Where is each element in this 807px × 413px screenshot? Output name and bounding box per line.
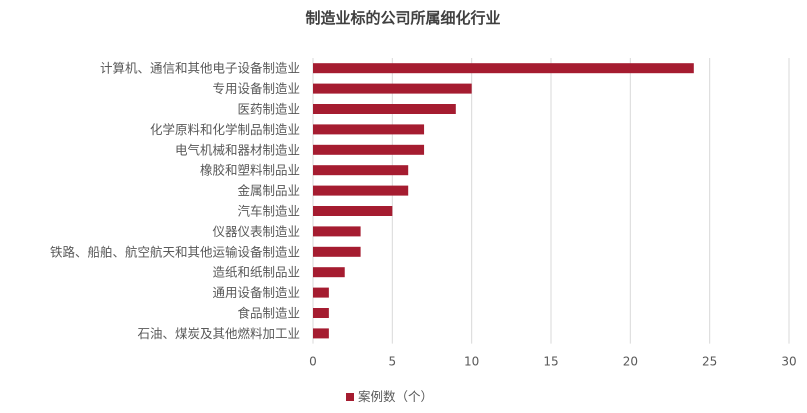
category-label: 化学原料和化学制品制造业 bbox=[150, 122, 300, 137]
category-label: 石油、煤炭及其他燃料加工业 bbox=[137, 326, 300, 341]
category-label: 医药制造业 bbox=[237, 102, 300, 117]
x-tick-label: 0 bbox=[309, 355, 317, 369]
category-label: 专用设备制造业 bbox=[212, 81, 300, 96]
x-tick-label: 20 bbox=[623, 355, 638, 369]
x-tick-label: 10 bbox=[464, 355, 479, 369]
category-label: 仪器仪表制造业 bbox=[212, 224, 300, 239]
category-labels: 计算机、通信和其他电子设备制造业专用设备制造业医药制造业化学原料和化学制品制造业… bbox=[50, 61, 300, 341]
x-tick-label: 30 bbox=[781, 355, 796, 369]
bar bbox=[313, 206, 393, 216]
x-tick-label: 15 bbox=[543, 355, 558, 369]
legend-label: 案例数（个） bbox=[358, 389, 433, 404]
category-label: 食品制造业 bbox=[237, 306, 300, 321]
bar bbox=[313, 144, 425, 155]
x-tick-labels: 0 5 10 15 20 25 30 bbox=[309, 355, 796, 369]
bar bbox=[313, 185, 409, 196]
bars bbox=[313, 63, 694, 339]
category-label: 橡胶和塑料制品业 bbox=[200, 163, 300, 178]
category-label: 造纸和纸制品业 bbox=[212, 265, 300, 280]
bar bbox=[313, 226, 361, 237]
bar bbox=[313, 308, 329, 318]
bar bbox=[313, 63, 694, 74]
category-label: 计算机、通信和其他电子设备制造业 bbox=[100, 61, 300, 76]
bar bbox=[313, 104, 456, 114]
bar bbox=[313, 267, 345, 278]
x-tick-label: 25 bbox=[702, 355, 717, 369]
category-label: 汽车制造业 bbox=[237, 204, 300, 219]
bar bbox=[313, 83, 472, 94]
legend-swatch bbox=[346, 393, 354, 401]
bar bbox=[313, 328, 329, 339]
legend: 案例数（个） bbox=[346, 389, 433, 404]
bar bbox=[313, 246, 361, 257]
category-label: 通用设备制造业 bbox=[212, 285, 300, 300]
gridlines bbox=[312, 58, 790, 344]
bar bbox=[313, 165, 409, 176]
chart-title: 制造业标的公司所属细化行业 bbox=[305, 9, 500, 27]
bar bbox=[313, 287, 329, 298]
category-label: 电气机械和器材制造业 bbox=[175, 142, 300, 157]
x-tick-label: 5 bbox=[389, 355, 397, 369]
category-label: 金属制品业 bbox=[237, 183, 300, 198]
bar bbox=[313, 124, 425, 135]
category-label: 铁路、船舶、航空航天和其他运输设备制造业 bbox=[50, 244, 300, 259]
